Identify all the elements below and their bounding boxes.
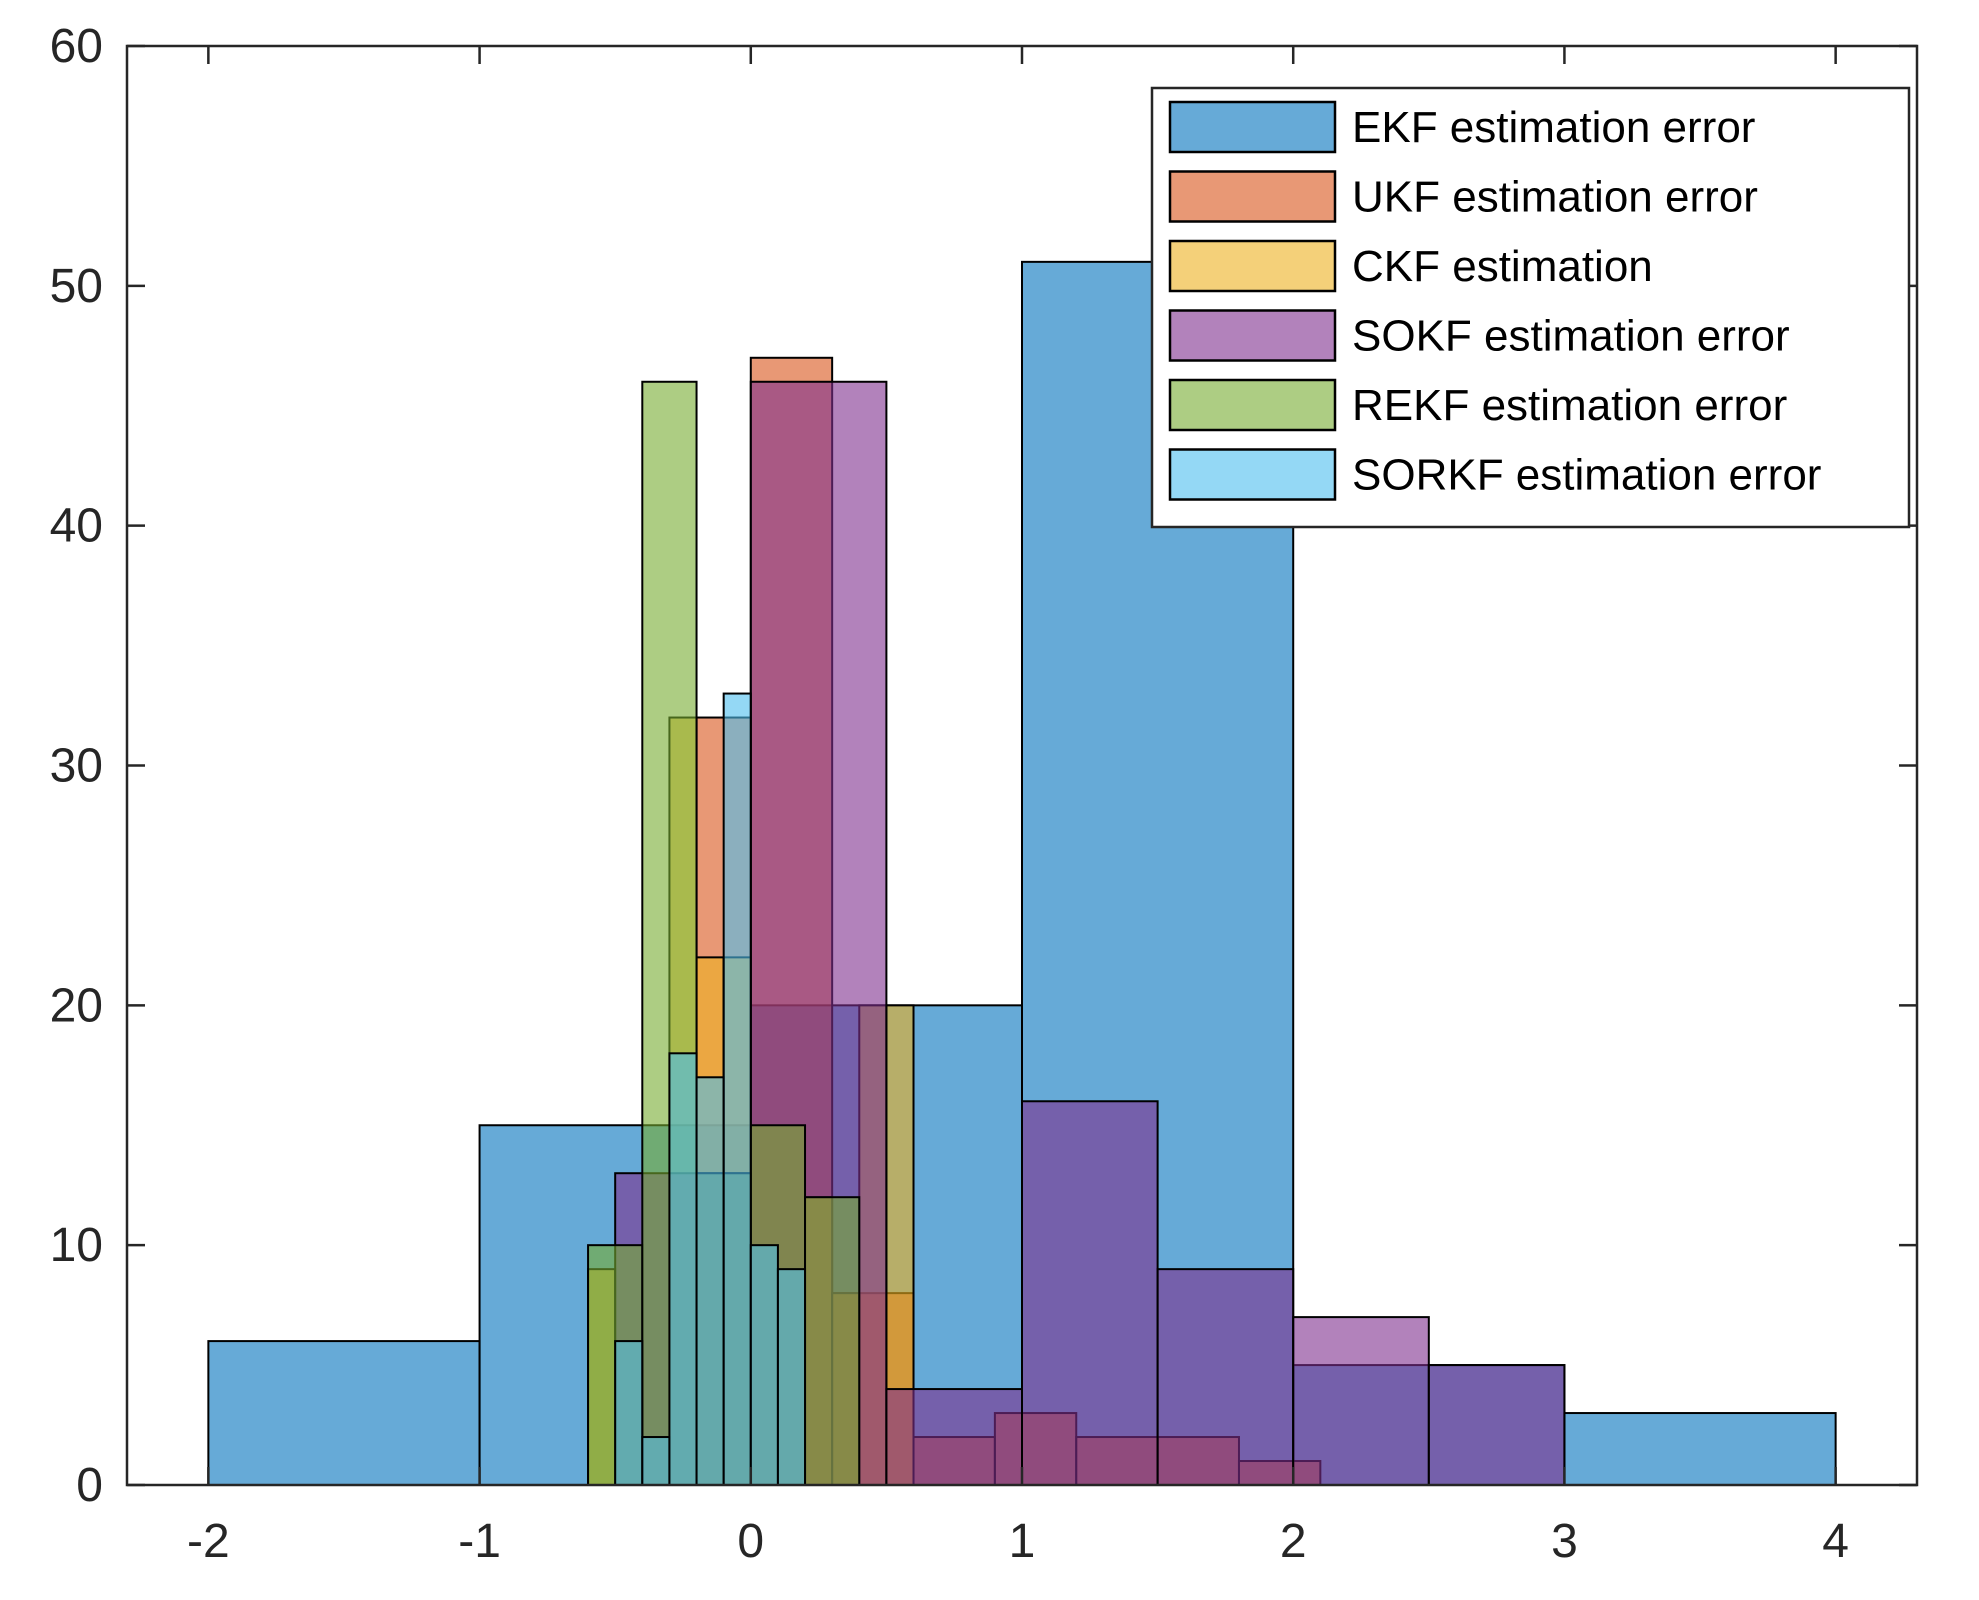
legend-label-rekf-estimation-error: REKF estimation error <box>1352 381 1787 430</box>
bar-sorkf-estimation-error-5 <box>749 1244 779 1486</box>
legend: EKF estimation error UKF estimation error… <box>1150 86 1911 529</box>
y-tick-label: 40 <box>50 500 103 553</box>
x-tick-label: 4 <box>1822 1515 1849 1568</box>
y-tick-label: 10 <box>50 1219 103 1272</box>
bar-sorkf-estimation-error-3 <box>695 1076 725 1486</box>
histogram-bars <box>207 260 1837 1487</box>
bar-rekf-estimation-error-4 <box>804 1196 861 1486</box>
x-tick-label: 0 <box>737 1515 764 1568</box>
bar-sorkf-estimation-error-1 <box>641 1436 671 1486</box>
bar-ekf-estimation-error-5 <box>1563 1412 1837 1487</box>
y-tick-label: 30 <box>50 740 103 793</box>
legend-swatch-rekf-estimation-error <box>1168 378 1337 432</box>
legend-label-sokf-estimation-error: SOKF estimation error <box>1352 312 1790 361</box>
legend-swatch-ckf-estimation <box>1168 239 1337 293</box>
bar-sorkf-estimation-error-6 <box>776 1268 807 1487</box>
legend-label-ckf-estimation: CKF estimation <box>1352 242 1653 291</box>
x-tick-label: 3 <box>1551 1515 1578 1568</box>
legend-swatch-sorkf-estimation-error <box>1168 448 1337 501</box>
bar-sorkf-estimation-error-4 <box>722 692 752 1486</box>
legend-swatch-ukf-estimation-error <box>1168 170 1337 223</box>
legend-label-ekf-estimation-error: EKF estimation error <box>1352 103 1755 152</box>
y-tick-label: 0 <box>76 1459 103 1512</box>
bar-ekf-estimation-error-0 <box>207 1340 481 1486</box>
x-tick-label: 1 <box>1009 1515 1036 1568</box>
bar-sorkf-estimation-error-2 <box>668 1052 698 1487</box>
legend-label-sorkf-estimation-error: SORKF estimation error <box>1352 451 1821 500</box>
legend-label-ukf-estimation-error: UKF estimation error <box>1352 173 1758 222</box>
bar-sokf-estimation-error-4 <box>1156 1268 1295 1487</box>
x-tick-label: -2 <box>187 1515 230 1568</box>
x-tick-label: 2 <box>1280 1515 1307 1568</box>
legend-swatch-ekf-estimation-error <box>1168 100 1337 154</box>
legend-swatch-sokf-estimation-error <box>1168 309 1337 362</box>
bar-sokf-estimation-error-3 <box>1021 1100 1159 1487</box>
bar-sokf-estimation-error-6 <box>1427 1364 1566 1487</box>
y-tick-label: 20 <box>50 979 103 1032</box>
bar-sokf-estimation-error-5 <box>1292 1316 1430 1487</box>
bar-sokf-estimation-error-2 <box>885 1388 1023 1486</box>
bar-sorkf-estimation-error-0 <box>614 1340 644 1486</box>
y-tick-label: 50 <box>50 260 103 313</box>
x-tick-label: -1 <box>458 1515 501 1568</box>
y-tick-label: 60 <box>50 20 103 73</box>
